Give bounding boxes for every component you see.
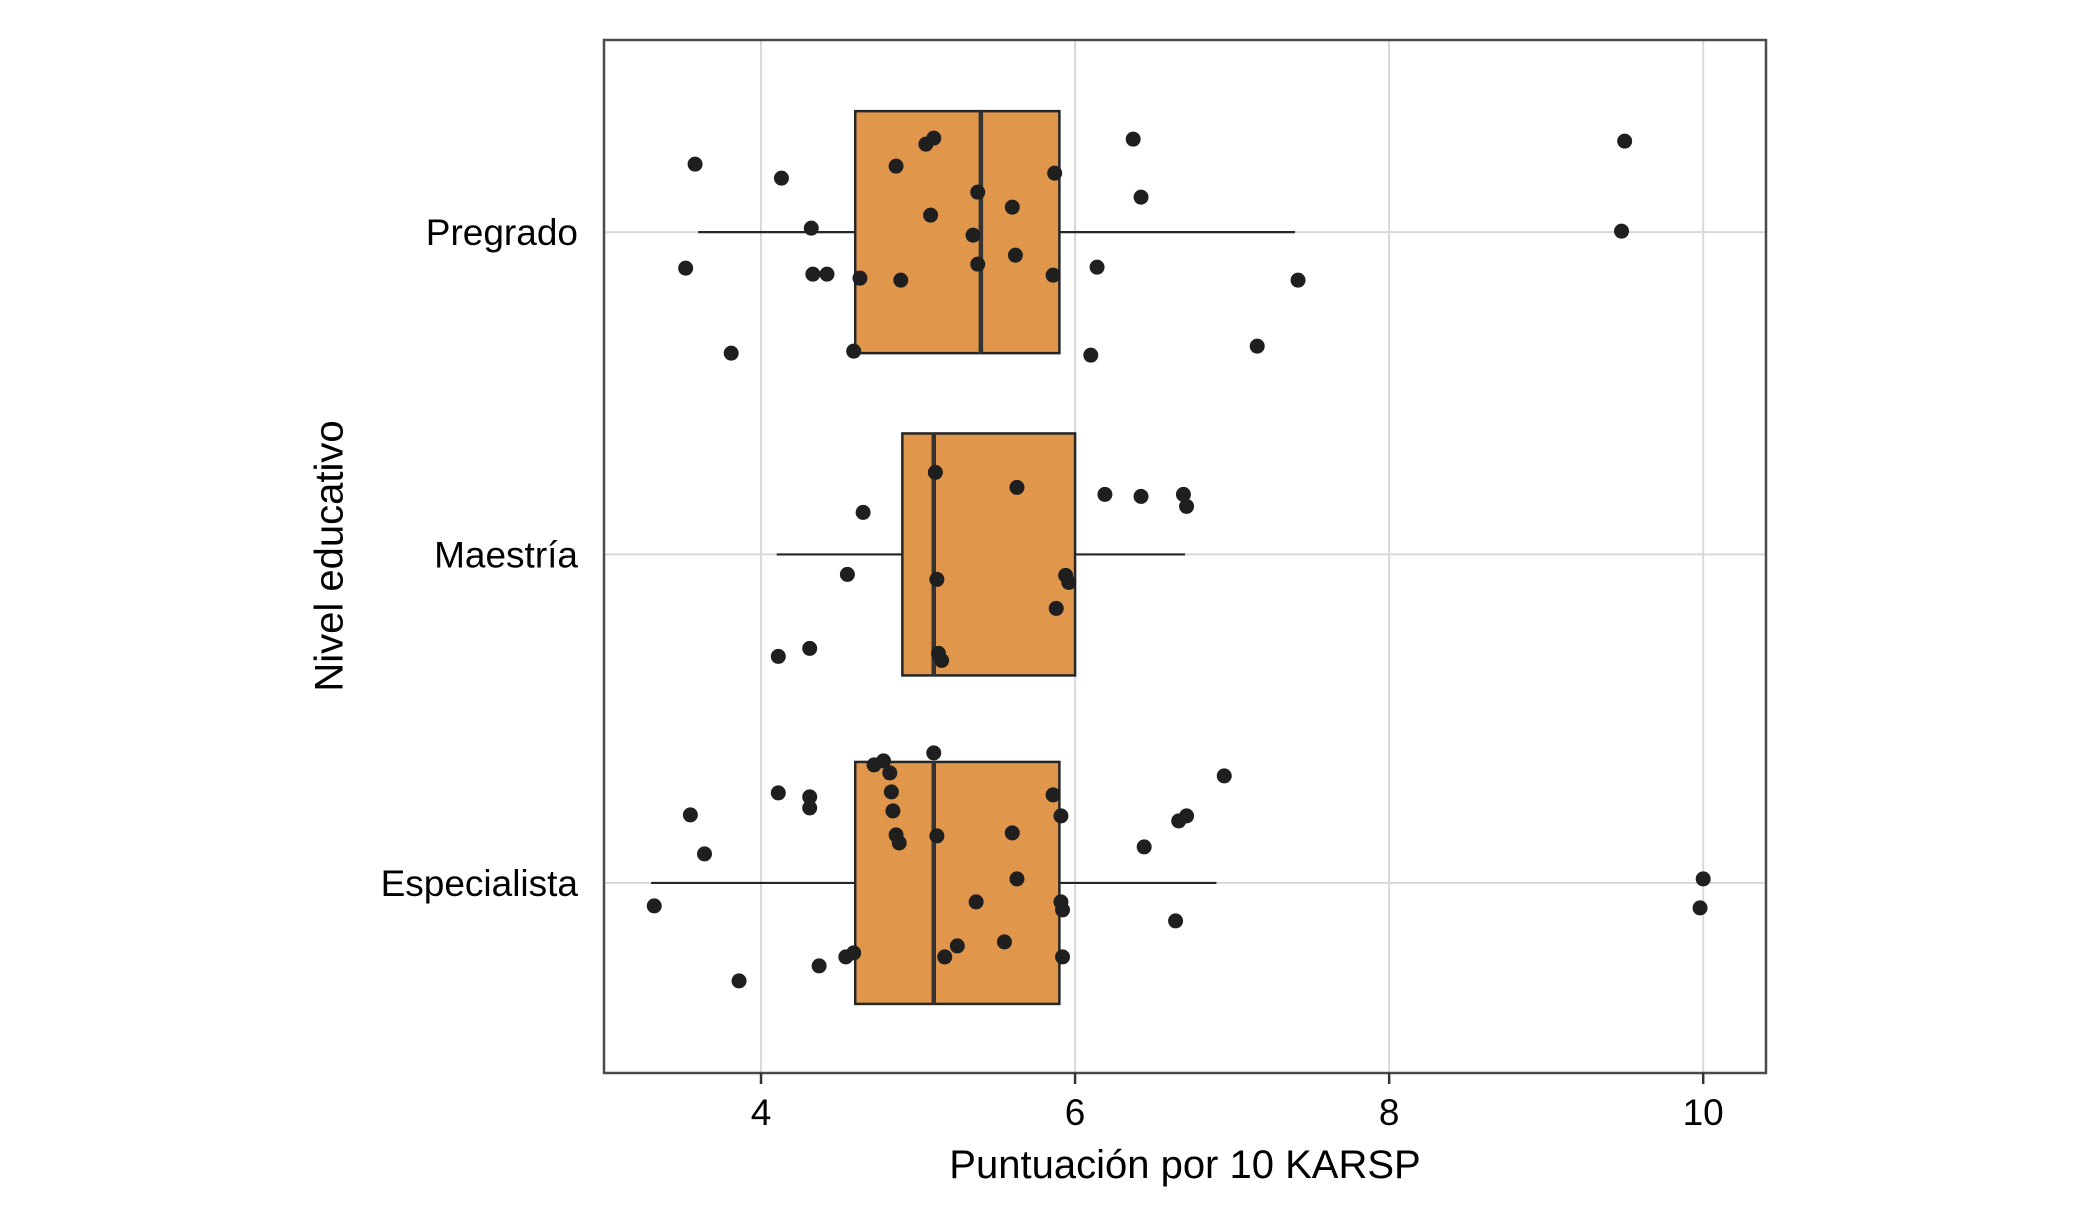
data-point xyxy=(682,807,698,823)
data-point xyxy=(929,828,945,844)
data-point xyxy=(1083,347,1099,363)
data-point xyxy=(996,934,1012,950)
data-point xyxy=(970,256,986,272)
data-point xyxy=(926,130,942,146)
data-point xyxy=(934,652,950,668)
data-point xyxy=(929,571,945,587)
data-point xyxy=(852,270,868,286)
data-point xyxy=(802,640,818,656)
y-tick-label: Maestría xyxy=(434,534,578,575)
data-point xyxy=(1009,871,1025,887)
data-point xyxy=(1045,787,1061,803)
x-tick-label: 8 xyxy=(1379,1092,1400,1133)
data-point xyxy=(1692,900,1708,916)
y-tick-label: Especialista xyxy=(381,863,579,904)
data-point xyxy=(773,170,789,186)
data-point xyxy=(803,220,819,236)
y-tick-label: Pregrado xyxy=(426,212,578,253)
data-point xyxy=(883,784,899,800)
data-point xyxy=(968,894,984,910)
x-tick-label: 6 xyxy=(1065,1092,1086,1133)
data-point xyxy=(770,648,786,664)
data-point xyxy=(678,260,694,276)
data-point xyxy=(802,789,818,805)
data-point xyxy=(696,846,712,862)
box-maestría xyxy=(901,432,1077,677)
data-point xyxy=(687,156,703,172)
data-point xyxy=(927,464,943,480)
data-point xyxy=(1133,488,1149,504)
data-point xyxy=(1048,600,1064,616)
data-point xyxy=(1216,768,1232,784)
data-point xyxy=(1009,479,1025,495)
data-point xyxy=(1249,338,1265,354)
data-point xyxy=(723,345,739,361)
data-point xyxy=(1136,839,1152,855)
data-point xyxy=(1089,259,1105,275)
x-tick-label: 4 xyxy=(751,1092,772,1133)
data-point xyxy=(1055,949,1071,965)
data-point xyxy=(885,803,901,819)
data-point xyxy=(1004,199,1020,215)
data-point xyxy=(882,765,898,781)
x-axis-title: Puntuación por 10 KARSP xyxy=(949,1143,1421,1187)
data-point xyxy=(839,566,855,582)
data-point xyxy=(926,745,942,761)
data-point xyxy=(965,227,981,243)
data-point xyxy=(923,207,939,223)
data-point xyxy=(802,800,818,816)
data-point xyxy=(1179,808,1195,824)
data-point xyxy=(1047,165,1063,181)
data-point xyxy=(819,266,835,282)
data-point xyxy=(646,898,662,914)
data-point xyxy=(891,835,907,851)
data-point xyxy=(805,266,821,282)
data-point xyxy=(855,504,871,520)
data-point xyxy=(888,158,904,174)
data-point xyxy=(1007,247,1023,263)
y-axis-title: Nivel educativo xyxy=(307,420,352,692)
box-pregrado xyxy=(853,109,1061,355)
box-especialista xyxy=(853,760,1061,1006)
data-point xyxy=(1179,498,1195,514)
data-point xyxy=(1133,189,1149,205)
data-point xyxy=(1061,574,1077,590)
data-point xyxy=(1053,808,1069,824)
data-point xyxy=(937,949,953,965)
x-tick-label: 10 xyxy=(1683,1092,1724,1133)
data-point xyxy=(731,973,747,989)
data-point xyxy=(846,945,862,961)
data-point xyxy=(1055,902,1071,918)
data-point xyxy=(1290,272,1306,288)
data-point xyxy=(1125,131,1141,147)
data-point xyxy=(1045,267,1061,283)
data-point xyxy=(1097,486,1113,502)
data-point xyxy=(876,753,892,769)
data-point xyxy=(970,184,986,200)
data-point xyxy=(1168,913,1184,929)
panel-border xyxy=(602,38,1768,1075)
data-point xyxy=(1695,871,1711,887)
data-point xyxy=(949,938,965,954)
data-point xyxy=(1614,223,1630,239)
data-point xyxy=(1617,133,1633,149)
data-point xyxy=(811,958,827,974)
data-point xyxy=(1004,825,1020,841)
data-point xyxy=(770,785,786,801)
data-point xyxy=(1175,486,1191,502)
data-point xyxy=(846,343,862,359)
data-point xyxy=(893,272,909,288)
